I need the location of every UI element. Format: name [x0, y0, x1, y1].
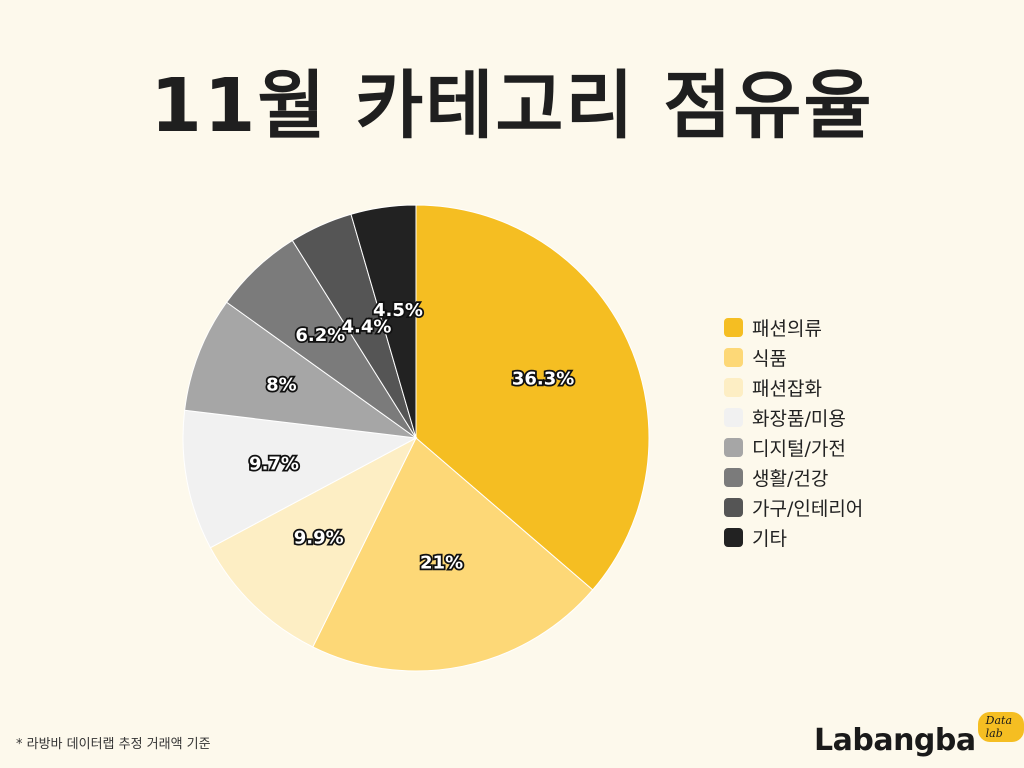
legend-item-7: 가구/인테리어: [724, 492, 863, 522]
legend-swatch: [724, 527, 743, 547]
pie-slice-1: [415, 204, 650, 591]
legend-item-2: 식품: [724, 342, 863, 372]
pie-slice-5: [184, 301, 417, 439]
legend-item-4: 화장품/미용: [724, 402, 863, 432]
slice-label-2: 21%: [420, 553, 463, 574]
pie-slice-4: [182, 409, 418, 549]
legend-label: 디지털/가전: [752, 437, 846, 460]
legend-item-3: 패션잡화: [724, 372, 863, 402]
legend-label: 생활/건강: [752, 467, 829, 490]
slice-label-4: 9.7%: [249, 454, 299, 475]
legend-item-6: 생활/건강: [724, 462, 863, 492]
brand-logo: Labangba Data lab: [814, 712, 1024, 758]
legend-swatch: [724, 377, 743, 397]
slice-label-8: 4.5%: [373, 300, 423, 321]
logo-badge: Data lab: [977, 712, 1024, 742]
slice-label-6: 6.2%: [295, 325, 345, 346]
footnote: * 라방바 데이터랩 추정 거래액 기준: [16, 737, 211, 752]
legend-item-8: 기타: [724, 522, 863, 552]
legend-swatch: [724, 317, 743, 337]
legend-label: 화장품/미용: [752, 407, 846, 430]
pie-slice-8: [350, 204, 417, 439]
slice-label-5: 8%: [266, 375, 297, 396]
legend-swatch: [724, 467, 743, 487]
legend-item-1: 패션의류: [724, 312, 863, 342]
legend-swatch: [724, 407, 743, 427]
legend-item-5: 디지털/가전: [724, 432, 863, 462]
legend-label: 식품: [752, 347, 787, 370]
slice-label-7: 4.4%: [342, 316, 392, 337]
legend-label: 패션의류: [752, 317, 822, 340]
legend-label: 패션잡화: [752, 377, 822, 400]
legend-swatch: [724, 347, 743, 367]
legend-swatch: [724, 497, 743, 517]
pie-slice-2: [312, 437, 594, 672]
chart-title: 11월 카테고리 점유율: [150, 63, 874, 149]
logo-wordmark: Labangba: [814, 723, 976, 758]
slice-label-1: 36.3%: [512, 369, 574, 390]
legend-swatch: [724, 437, 743, 457]
pie-slice-3: [209, 436, 418, 648]
slice-label-3: 9.9%: [294, 527, 344, 548]
legend-label: 기타: [752, 527, 787, 550]
legend-label: 가구/인테리어: [752, 497, 864, 520]
